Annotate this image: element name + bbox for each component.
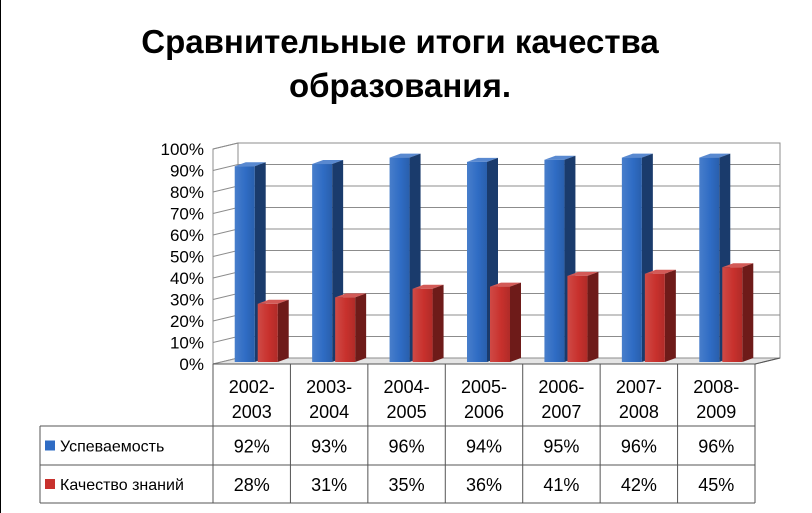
- x-category-label: 2008-: [693, 377, 739, 397]
- y-tick-label: 90%: [170, 162, 204, 181]
- data-label: 28%: [234, 475, 270, 495]
- y-tick-label: 30%: [170, 291, 204, 310]
- bar-top: [389, 153, 421, 158]
- bar: [257, 303, 278, 362]
- bar: [567, 275, 588, 362]
- table-border: [754, 357, 781, 365]
- data-label: 96%: [389, 437, 425, 457]
- x-category-label: 2004-: [384, 377, 430, 397]
- x-category-label: 2009: [696, 402, 736, 422]
- x-category-label: 2003-: [306, 377, 352, 397]
- data-label: 96%: [621, 437, 657, 457]
- bar-top: [699, 153, 731, 158]
- x-category-label: 2006: [464, 402, 504, 422]
- y-tick-label: 80%: [170, 183, 204, 202]
- bar-top: [544, 155, 576, 160]
- bar: [412, 288, 433, 362]
- bar-side: [277, 299, 289, 362]
- data-label: 96%: [698, 437, 734, 457]
- bar-side: [587, 271, 599, 362]
- data-label: 95%: [543, 437, 579, 457]
- legend-label: Качество знаний: [60, 477, 184, 494]
- bar: [699, 157, 720, 362]
- x-category-label: 2008: [619, 402, 659, 422]
- y-tick-label: 40%: [170, 269, 204, 288]
- legend-swatch: [45, 479, 55, 489]
- x-category-label: 2002-: [229, 377, 275, 397]
- x-category-label: 2004: [309, 402, 349, 422]
- bar: [312, 164, 333, 362]
- bar: [234, 166, 255, 362]
- y-tick-label: 0%: [179, 355, 204, 374]
- data-label: 94%: [466, 437, 502, 457]
- data-label: 31%: [311, 475, 347, 495]
- bar-top: [312, 160, 344, 165]
- bar: [467, 161, 487, 362]
- data-label: 36%: [466, 475, 502, 495]
- bar-side: [664, 269, 676, 362]
- x-category-label: 2007-: [616, 377, 662, 397]
- gridline: [212, 164, 780, 171]
- x-category-label: 2005-: [461, 377, 507, 397]
- bar: [335, 297, 356, 362]
- y-tick-label: 70%: [170, 205, 204, 224]
- bar: [722, 267, 743, 362]
- bar: [490, 286, 510, 362]
- x-category-label: 2003: [232, 402, 272, 422]
- y-tick-label: 60%: [170, 226, 204, 245]
- data-label: 45%: [698, 475, 734, 495]
- bar-top: [644, 269, 676, 274]
- legend-swatch: [45, 440, 55, 451]
- bar: [389, 157, 410, 362]
- x-category-label: 2005: [387, 402, 427, 422]
- bar-side: [742, 263, 754, 362]
- bar: [621, 157, 642, 362]
- bar-top: [467, 157, 498, 162]
- bar-top: [490, 282, 521, 287]
- bar-top: [257, 299, 289, 304]
- bar: [644, 273, 665, 362]
- bar-side: [510, 282, 521, 362]
- data-label: 42%: [621, 475, 657, 495]
- x-category-label: 2007: [541, 402, 581, 422]
- bar-top: [335, 293, 367, 298]
- y-tick-label: 50%: [170, 248, 204, 267]
- y-tick-label: 10%: [170, 334, 204, 353]
- bar-top: [412, 284, 444, 289]
- bar-top: [621, 153, 653, 158]
- bar: [544, 159, 565, 362]
- legend-label: Успеваемость: [60, 439, 164, 456]
- data-label: 93%: [311, 437, 347, 457]
- data-label: 41%: [543, 475, 579, 495]
- bar-top: [234, 162, 266, 167]
- y-tick-label: 20%: [170, 312, 204, 331]
- x-category-label: 2006-: [538, 377, 584, 397]
- bar-top: [567, 271, 599, 276]
- gridline: [212, 142, 780, 150]
- bar-top: [722, 263, 754, 268]
- data-label: 35%: [389, 475, 425, 495]
- bar-side: [432, 284, 444, 362]
- bar-side: [355, 293, 367, 362]
- chart-title: Сравнительные итоги качества образования…: [141, 23, 659, 104]
- y-tick-label: 100%: [161, 140, 204, 159]
- data-label: 92%: [234, 437, 270, 457]
